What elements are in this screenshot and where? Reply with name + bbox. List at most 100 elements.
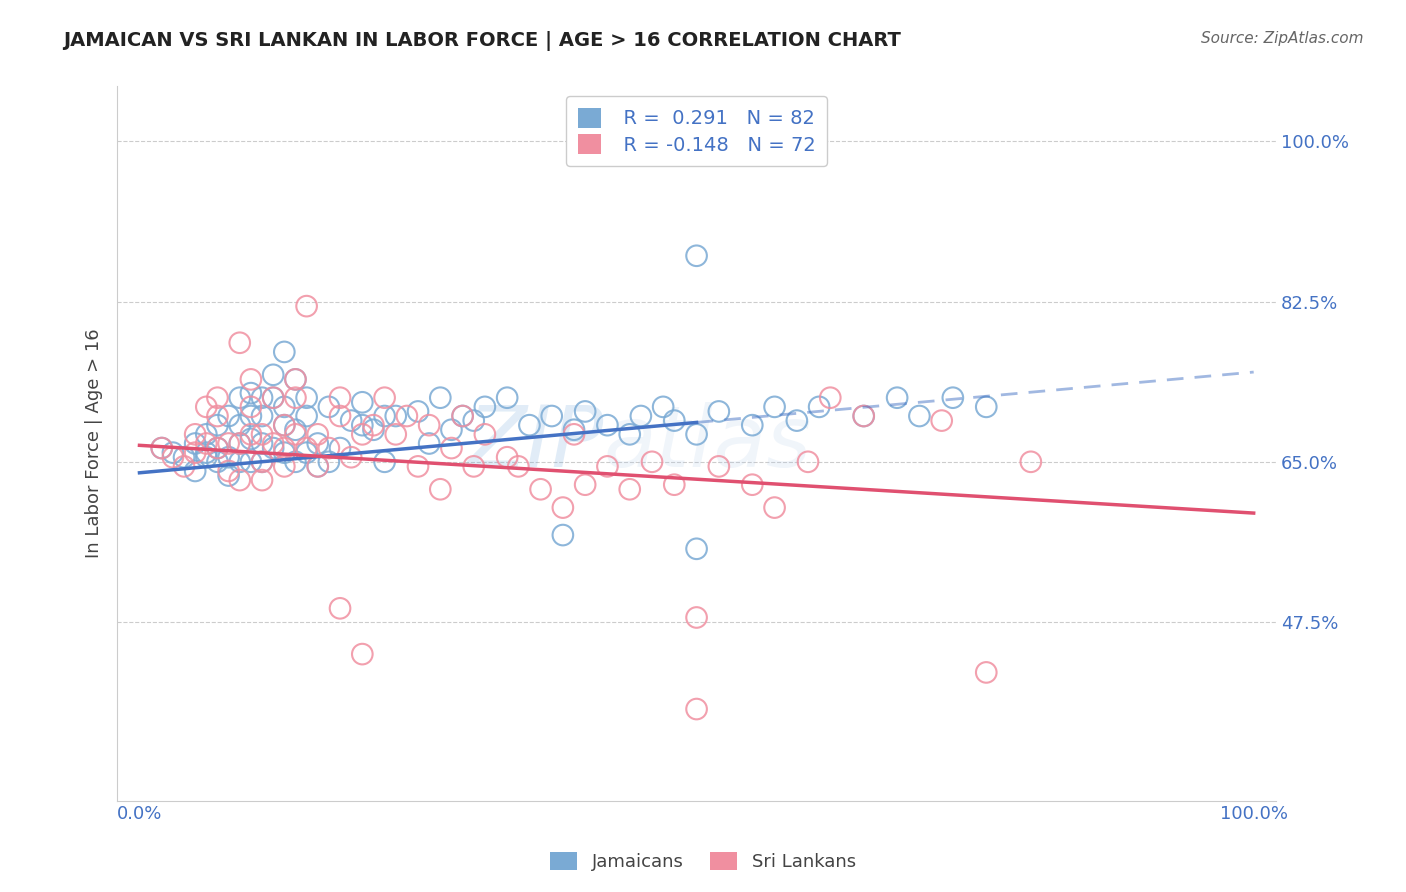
Point bbox=[808, 400, 831, 414]
Point bbox=[239, 386, 262, 401]
Point bbox=[630, 409, 652, 423]
Y-axis label: In Labor Force | Age > 16: In Labor Force | Age > 16 bbox=[86, 328, 103, 558]
Point bbox=[363, 418, 385, 433]
Point bbox=[374, 409, 396, 423]
Point bbox=[218, 409, 240, 423]
Point bbox=[273, 459, 295, 474]
Point bbox=[852, 409, 875, 423]
Point bbox=[239, 400, 262, 414]
Point bbox=[284, 372, 307, 386]
Point bbox=[262, 368, 284, 382]
Point bbox=[685, 427, 707, 442]
Point bbox=[184, 464, 207, 478]
Point bbox=[1019, 455, 1042, 469]
Point bbox=[406, 404, 429, 418]
Point bbox=[352, 647, 374, 661]
Point bbox=[384, 409, 406, 423]
Legend: Jamaicans, Sri Lankans: Jamaicans, Sri Lankans bbox=[543, 845, 863, 879]
Point bbox=[352, 427, 374, 442]
Point bbox=[284, 427, 307, 442]
Point bbox=[150, 441, 173, 455]
Point bbox=[931, 414, 953, 428]
Point bbox=[496, 450, 519, 465]
Point bbox=[496, 391, 519, 405]
Point bbox=[384, 427, 406, 442]
Point bbox=[318, 441, 340, 455]
Point bbox=[307, 459, 329, 474]
Point bbox=[273, 345, 295, 359]
Point bbox=[886, 391, 908, 405]
Point bbox=[329, 601, 352, 615]
Point bbox=[641, 455, 664, 469]
Point bbox=[207, 418, 229, 433]
Point bbox=[374, 391, 396, 405]
Point bbox=[239, 427, 262, 442]
Point bbox=[284, 372, 307, 386]
Point bbox=[273, 400, 295, 414]
Point bbox=[463, 414, 485, 428]
Point bbox=[685, 541, 707, 556]
Point bbox=[797, 455, 820, 469]
Point bbox=[974, 665, 997, 680]
Point bbox=[352, 395, 374, 409]
Point bbox=[318, 455, 340, 469]
Point bbox=[395, 409, 418, 423]
Point bbox=[239, 432, 262, 446]
Point bbox=[184, 427, 207, 442]
Point bbox=[150, 441, 173, 455]
Point bbox=[463, 459, 485, 474]
Point bbox=[207, 441, 229, 455]
Point bbox=[551, 500, 574, 515]
Point bbox=[184, 445, 207, 459]
Point bbox=[329, 441, 352, 455]
Point bbox=[852, 409, 875, 423]
Point bbox=[418, 418, 440, 433]
Point bbox=[562, 427, 585, 442]
Point bbox=[596, 459, 619, 474]
Point bbox=[273, 445, 295, 459]
Point bbox=[664, 477, 686, 491]
Point bbox=[239, 409, 262, 423]
Point bbox=[229, 455, 252, 469]
Point bbox=[574, 404, 596, 418]
Point bbox=[262, 441, 284, 455]
Point bbox=[763, 500, 786, 515]
Point bbox=[229, 335, 252, 350]
Point bbox=[229, 418, 252, 433]
Point bbox=[195, 436, 218, 450]
Point bbox=[474, 427, 496, 442]
Point bbox=[974, 400, 997, 414]
Text: ZIP: ZIP bbox=[468, 402, 603, 485]
Point bbox=[239, 455, 262, 469]
Point bbox=[707, 404, 730, 418]
Point bbox=[273, 418, 295, 433]
Point bbox=[195, 427, 218, 442]
Point bbox=[284, 455, 307, 469]
Point bbox=[229, 473, 252, 487]
Point bbox=[295, 391, 318, 405]
Point bbox=[429, 483, 451, 497]
Point bbox=[229, 436, 252, 450]
Point bbox=[820, 391, 842, 405]
Point bbox=[250, 391, 273, 405]
Point bbox=[519, 418, 541, 433]
Point bbox=[162, 450, 184, 465]
Point bbox=[329, 391, 352, 405]
Point bbox=[619, 427, 641, 442]
Point bbox=[207, 391, 229, 405]
Point bbox=[173, 459, 195, 474]
Point bbox=[207, 455, 229, 469]
Point bbox=[262, 391, 284, 405]
Point bbox=[685, 610, 707, 624]
Point bbox=[295, 299, 318, 313]
Point bbox=[540, 409, 562, 423]
Point bbox=[295, 441, 318, 455]
Point bbox=[250, 455, 273, 469]
Point bbox=[763, 400, 786, 414]
Point bbox=[329, 409, 352, 423]
Point bbox=[207, 409, 229, 423]
Point bbox=[250, 409, 273, 423]
Point bbox=[195, 400, 218, 414]
Point bbox=[340, 450, 363, 465]
Point bbox=[440, 423, 463, 437]
